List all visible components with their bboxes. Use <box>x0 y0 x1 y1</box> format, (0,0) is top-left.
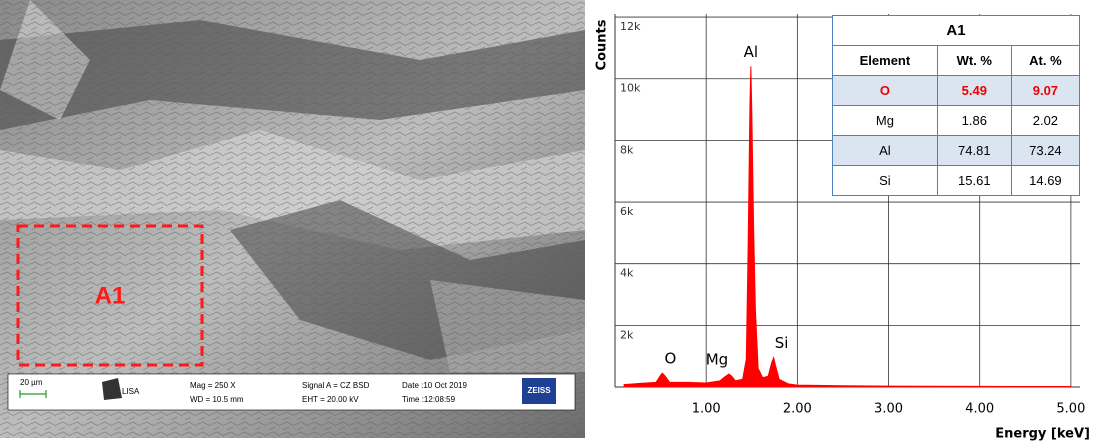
x-tick-label: 1.00 <box>692 402 721 417</box>
peak-label: Al <box>744 43 758 61</box>
composition-table: A1 Element Wt. % At. % O 5.49 9.07 Mg 1.86 2.02… <box>832 15 1081 196</box>
table-cell: Al <box>832 135 938 166</box>
y-tick-label: 2k <box>620 328 634 341</box>
y-tick-label: 8k <box>620 143 634 156</box>
table-cell: 1.86 <box>936 105 1012 136</box>
mag-text: Mag = 250 X <box>190 381 236 390</box>
y-tick-label: 6k <box>620 205 634 218</box>
table-title: A1 <box>832 15 1080 46</box>
table-cell: 15.61 <box>936 165 1012 196</box>
x-tick-label: 3.00 <box>874 402 903 417</box>
table-row: Si 15.61 14.69 <box>832 165 1081 196</box>
table-cell: Mg <box>832 105 938 136</box>
time-text: Time :12:08:59 <box>402 395 456 404</box>
table-cell: 74.81 <box>936 135 1012 166</box>
table-cell: 9.07 <box>1010 75 1081 106</box>
region-label: A1 <box>95 282 126 309</box>
peak-label: O <box>665 350 677 368</box>
x-tick-label: 5.00 <box>1056 402 1085 417</box>
table-cell: 14.69 <box>1010 165 1081 196</box>
x-axis-label: Energy [keV] <box>995 427 1090 442</box>
header-cell: Wt. % <box>936 45 1012 76</box>
date-text: Date :10 Oct 2019 <box>402 381 467 390</box>
eht-text: EHT = 20.00 kV <box>302 395 359 404</box>
table-cell: O <box>832 75 938 106</box>
brand-text: ZEISS <box>527 386 551 395</box>
logo-text: LISA <box>122 387 140 396</box>
sem-image: A1 20 µm LISA Mag = 250 X WD = 10.5 mm S… <box>0 0 585 438</box>
table-cell: 2.02 <box>1010 105 1081 136</box>
table-cell: 5.49 <box>936 75 1012 106</box>
header-cell: Element <box>832 45 938 76</box>
signal-text: Signal A = CZ BSD <box>302 381 370 390</box>
x-tick-label: 2.00 <box>783 402 812 417</box>
x-tick-label: 4.00 <box>965 402 994 417</box>
y-tick-label: 12k <box>620 20 641 33</box>
scale-text: 20 µm <box>20 378 43 387</box>
info-bar: 20 µm LISA Mag = 250 X WD = 10.5 mm Sign… <box>7 373 576 411</box>
y-tick-label: 10k <box>620 82 641 95</box>
spectrum <box>623 66 1072 388</box>
table-cell: Si <box>832 165 938 196</box>
peak-label: Si <box>775 334 789 352</box>
peak-label: Mg <box>706 351 728 369</box>
table-row: Al 74.81 73.24 <box>832 135 1081 166</box>
y-tick-label: 4k <box>620 267 634 280</box>
table-row: O 5.49 9.07 <box>832 75 1081 106</box>
header-cell: At. % <box>1010 45 1081 76</box>
table-cell: 73.24 <box>1010 135 1081 166</box>
wd-text: WD = 10.5 mm <box>190 395 244 404</box>
y-axis-label: Counts <box>595 19 610 70</box>
table-row: Mg 1.86 2.02 <box>832 105 1081 136</box>
